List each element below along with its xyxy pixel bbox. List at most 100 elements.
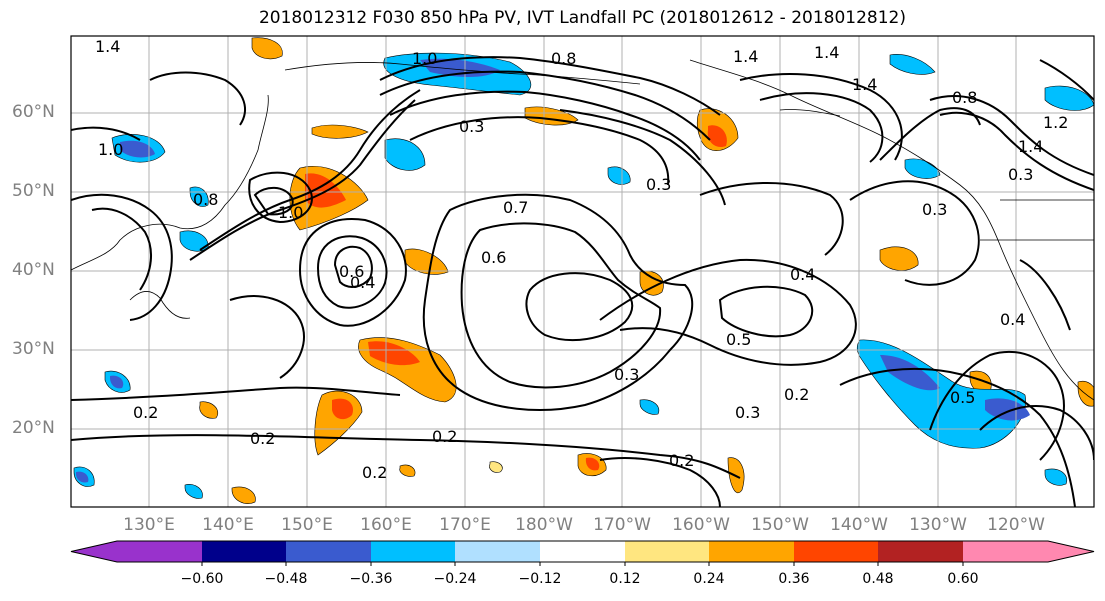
contour-label: 0.4	[790, 265, 815, 284]
contour-label: 0.4	[1000, 310, 1025, 329]
contour-label: 0.6	[481, 248, 506, 267]
lon-label: 120°W	[987, 515, 1045, 535]
negative-anomaly	[1044, 468, 1068, 486]
colorbar-extend-high	[1048, 541, 1094, 562]
lon-label: 130°W	[909, 515, 967, 535]
contour-label: 0.8	[952, 88, 977, 107]
contour-label: 1.4	[1018, 137, 1043, 156]
positive-anomaly	[1077, 380, 1094, 407]
colorbar-tick: −0.24	[433, 571, 477, 587]
contour-label: 1.0	[98, 140, 123, 159]
contour-label: 0.8	[551, 49, 576, 68]
pv-contours	[71, 56, 1094, 507]
positive-anomaly	[368, 341, 420, 366]
positive-anomaly	[489, 461, 503, 473]
contour-labels: 1.4 1.4 1.4 1.4 1.4 1.2 1.0 1.0 1.0 0.8 …	[95, 37, 1068, 482]
colorbar-tick: 0.24	[693, 571, 725, 587]
map-frame	[70, 35, 1095, 508]
contour-label: 1.0	[278, 203, 303, 222]
lat-label: 20°N	[12, 418, 55, 438]
colorbar-tick: 0.12	[609, 571, 641, 587]
lon-label: 130°E	[123, 515, 175, 535]
positive-anomaly	[231, 486, 256, 504]
colorbar-tick: 0.60	[947, 571, 979, 587]
colorbar-segment	[286, 541, 371, 562]
negative-anomaly	[889, 54, 936, 75]
colorbar-segment	[117, 541, 202, 562]
negative-anomaly	[110, 375, 124, 389]
colorbar-segment	[963, 541, 1048, 562]
lat-label: 50°N	[12, 181, 55, 201]
contour-label: 0.2	[250, 429, 275, 448]
colorbar-segment	[625, 541, 709, 562]
positive-anomaly	[639, 270, 664, 296]
positive-anomaly	[399, 464, 416, 477]
negative-anomaly	[1044, 85, 1094, 111]
lat-label: 30°N	[12, 339, 55, 359]
negative-anomaly	[76, 471, 89, 483]
lon-label: 160°E	[360, 515, 412, 535]
colorbar-segment	[455, 541, 540, 562]
contour-label: 0.8	[193, 190, 218, 209]
contour-label: 0.3	[922, 200, 947, 219]
colorbar-segment	[540, 541, 625, 562]
colorbar-segment	[794, 541, 878, 562]
colorbar-segment	[371, 541, 455, 562]
colorbar-extend-low	[71, 541, 117, 562]
negative-anomaly	[184, 484, 203, 499]
colorbar-segment	[878, 541, 963, 562]
contour-label: 0.3	[614, 365, 639, 384]
negative-anomaly	[904, 158, 941, 179]
positive-anomaly	[879, 246, 919, 271]
lat-label: 60°N	[12, 102, 55, 122]
colorbar	[70, 540, 1095, 566]
negative-anomaly	[607, 166, 631, 185]
contour-label: 0.5	[726, 330, 751, 349]
positive-anomaly	[251, 37, 283, 60]
colorbar-tick: −0.48	[264, 571, 308, 587]
positive-anomaly	[404, 248, 449, 275]
lon-label: 140°E	[202, 515, 254, 535]
contour-label: 0.3	[646, 175, 671, 194]
positive-anomaly	[332, 398, 354, 420]
contour-label: 0.4	[350, 273, 375, 292]
positive-anomaly	[199, 401, 219, 419]
colorbar-tick: 0.36	[778, 571, 810, 587]
lat-label: 40°N	[12, 260, 55, 280]
positive-anomaly	[311, 124, 369, 139]
contour-label: 0.2	[784, 385, 809, 404]
negative-anomaly	[384, 138, 426, 171]
shading-layer	[73, 37, 1094, 504]
colorbar-tick: −0.60	[180, 571, 224, 587]
colorbar-segment	[202, 541, 286, 562]
lon-label: 180°W	[515, 515, 573, 535]
colorbar-segment	[709, 541, 794, 562]
lon-label: 170°W	[593, 515, 651, 535]
gridlines	[71, 36, 1094, 507]
contour-label: 1.4	[95, 37, 120, 56]
contour-label: 0.2	[362, 463, 387, 482]
lon-label: 140°W	[830, 515, 888, 535]
contour-label: 1.2	[1043, 113, 1068, 132]
lon-label: 150°E	[281, 515, 333, 535]
colorbar-tick: −0.36	[349, 571, 393, 587]
contour-label: 0.5	[950, 388, 975, 407]
positive-anomaly	[707, 125, 727, 148]
lon-label: 150°W	[751, 515, 809, 535]
contour-label: 0.7	[503, 198, 528, 217]
contour-label: 0.3	[735, 403, 760, 422]
negative-anomaly	[120, 140, 155, 158]
contour-label: 0.2	[432, 427, 457, 446]
colorbar-tick: −0.12	[518, 571, 562, 587]
contour-label: 1.4	[852, 75, 877, 94]
colorbar-tick: 0.48	[862, 571, 894, 587]
map-title: 2018012312 F030 850 hPa PV, IVT Landfall…	[258, 8, 906, 28]
lon-label: 170°E	[439, 515, 491, 535]
colorbar-outline	[70, 540, 1095, 563]
negative-anomaly	[880, 355, 940, 391]
negative-anomaly	[985, 398, 1030, 421]
contour-label: 0.2	[669, 451, 694, 470]
coastlines	[71, 59, 1094, 401]
contour-label: 0.2	[133, 403, 158, 422]
